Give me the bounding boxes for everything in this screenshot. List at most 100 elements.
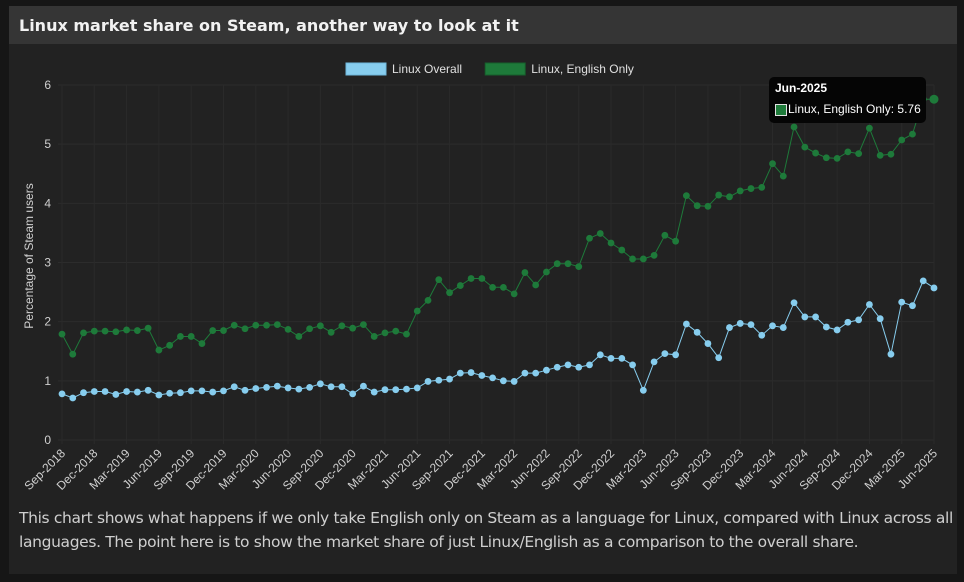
data-point[interactable] bbox=[532, 281, 540, 289]
data-point[interactable] bbox=[273, 321, 281, 329]
data-point[interactable] bbox=[284, 325, 292, 333]
data-point[interactable] bbox=[284, 384, 292, 392]
data-point[interactable] bbox=[413, 307, 421, 315]
data-point[interactable] bbox=[736, 320, 744, 327]
data-point[interactable] bbox=[327, 383, 335, 391]
data-point[interactable] bbox=[564, 361, 572, 369]
legend-label[interactable]: Linux, English Only bbox=[531, 62, 634, 76]
data-point[interactable] bbox=[435, 276, 443, 284]
data-point[interactable] bbox=[392, 327, 400, 335]
data-point[interactable] bbox=[177, 389, 184, 397]
data-point[interactable] bbox=[69, 350, 77, 358]
data-point[interactable] bbox=[866, 124, 873, 132]
data-point[interactable] bbox=[704, 340, 712, 347]
data-point[interactable] bbox=[715, 191, 723, 199]
data-point[interactable] bbox=[736, 187, 744, 195]
data-point[interactable] bbox=[370, 388, 378, 396]
data-point[interactable] bbox=[596, 230, 604, 237]
data-point[interactable] bbox=[144, 386, 152, 394]
data-point[interactable] bbox=[144, 324, 152, 332]
data-point[interactable] bbox=[855, 150, 863, 158]
data-point[interactable] bbox=[499, 377, 507, 385]
data-point[interactable] bbox=[822, 154, 830, 162]
data-point[interactable] bbox=[639, 386, 647, 394]
data-point[interactable] bbox=[230, 321, 238, 329]
data-point[interactable] bbox=[930, 284, 938, 292]
data-point[interactable] bbox=[489, 283, 497, 291]
data-point[interactable] bbox=[467, 275, 475, 282]
data-point[interactable] bbox=[392, 386, 400, 394]
data-point[interactable] bbox=[80, 389, 87, 397]
data-point[interactable] bbox=[349, 390, 357, 398]
data-point[interactable] bbox=[58, 390, 66, 398]
data-point[interactable] bbox=[575, 263, 583, 271]
legend-label[interactable]: Linux Overall bbox=[392, 62, 462, 76]
data-point[interactable] bbox=[166, 341, 174, 349]
data-point[interactable] bbox=[510, 378, 518, 385]
data-point[interactable] bbox=[80, 329, 87, 337]
data-point[interactable] bbox=[316, 322, 324, 330]
data-point[interactable] bbox=[209, 388, 217, 396]
data-point[interactable] bbox=[575, 363, 583, 371]
data-point[interactable] bbox=[790, 123, 798, 131]
data-point[interactable] bbox=[650, 358, 658, 366]
data-point[interactable] bbox=[564, 260, 572, 268]
data-point[interactable] bbox=[187, 387, 195, 395]
data-point[interactable] bbox=[112, 391, 120, 398]
data-point[interactable] bbox=[478, 372, 486, 379]
data-point[interactable] bbox=[252, 321, 260, 329]
data-point[interactable] bbox=[521, 369, 529, 377]
data-point[interactable] bbox=[360, 382, 367, 390]
data-point[interactable] bbox=[123, 326, 130, 334]
data-point[interactable] bbox=[187, 333, 195, 340]
data-point[interactable] bbox=[586, 234, 593, 242]
chart-canvas[interactable]: Linux Overall Linux, English Only 0 1 2 3 4 5 6… bbox=[9, 44, 957, 506]
data-point[interactable] bbox=[866, 301, 873, 308]
data-point[interactable] bbox=[198, 340, 206, 347]
data-point[interactable] bbox=[220, 327, 227, 334]
data-point[interactable] bbox=[801, 313, 809, 321]
data-point[interactable] bbox=[413, 384, 421, 392]
data-point[interactable] bbox=[241, 386, 249, 394]
data-point[interactable] bbox=[898, 136, 906, 144]
chart-legend[interactable]: Linux Overall Linux, English Only bbox=[345, 62, 634, 76]
data-point[interactable] bbox=[381, 386, 389, 394]
data-point[interactable] bbox=[435, 376, 443, 384]
data-point[interactable] bbox=[876, 315, 884, 323]
data-point[interactable] bbox=[607, 239, 615, 247]
data-point[interactable] bbox=[887, 150, 895, 158]
data-point[interactable] bbox=[812, 149, 819, 157]
data-point[interactable] bbox=[844, 148, 852, 156]
data-point[interactable] bbox=[306, 325, 314, 333]
data-point[interactable] bbox=[543, 366, 550, 374]
data-point[interactable] bbox=[295, 333, 303, 340]
data-point[interactable] bbox=[693, 202, 701, 210]
data-point[interactable] bbox=[693, 328, 701, 336]
data-point[interactable] bbox=[532, 369, 540, 377]
legend-swatch[interactable] bbox=[484, 62, 526, 76]
data-point[interactable] bbox=[370, 333, 378, 340]
data-point[interactable] bbox=[726, 193, 733, 201]
data-point[interactable] bbox=[629, 255, 636, 263]
data-point[interactable] bbox=[596, 351, 604, 359]
data-point[interactable] bbox=[424, 378, 432, 385]
data-point[interactable] bbox=[812, 313, 819, 321]
data-point[interactable] bbox=[456, 282, 464, 289]
data-point[interactable] bbox=[241, 325, 249, 333]
data-point[interactable] bbox=[769, 160, 776, 168]
data-point[interactable] bbox=[489, 374, 497, 382]
line-chart[interactable]: Linux Overall Linux, English Only 0 1 2 3 4 5 6… bbox=[9, 44, 957, 506]
data-point[interactable] bbox=[758, 183, 766, 191]
data-point[interactable] bbox=[650, 252, 658, 259]
data-point[interactable] bbox=[521, 269, 529, 276]
data-point[interactable] bbox=[553, 363, 561, 371]
data-point[interactable] bbox=[833, 154, 841, 162]
data-point[interactable] bbox=[833, 326, 841, 334]
data-point[interactable] bbox=[499, 283, 507, 291]
data-point[interactable] bbox=[682, 320, 690, 328]
data-point[interactable] bbox=[177, 333, 184, 340]
data-point[interactable] bbox=[887, 350, 895, 358]
data-point[interactable] bbox=[855, 316, 863, 324]
data-point[interactable] bbox=[306, 383, 314, 391]
data-point[interactable] bbox=[403, 385, 410, 393]
